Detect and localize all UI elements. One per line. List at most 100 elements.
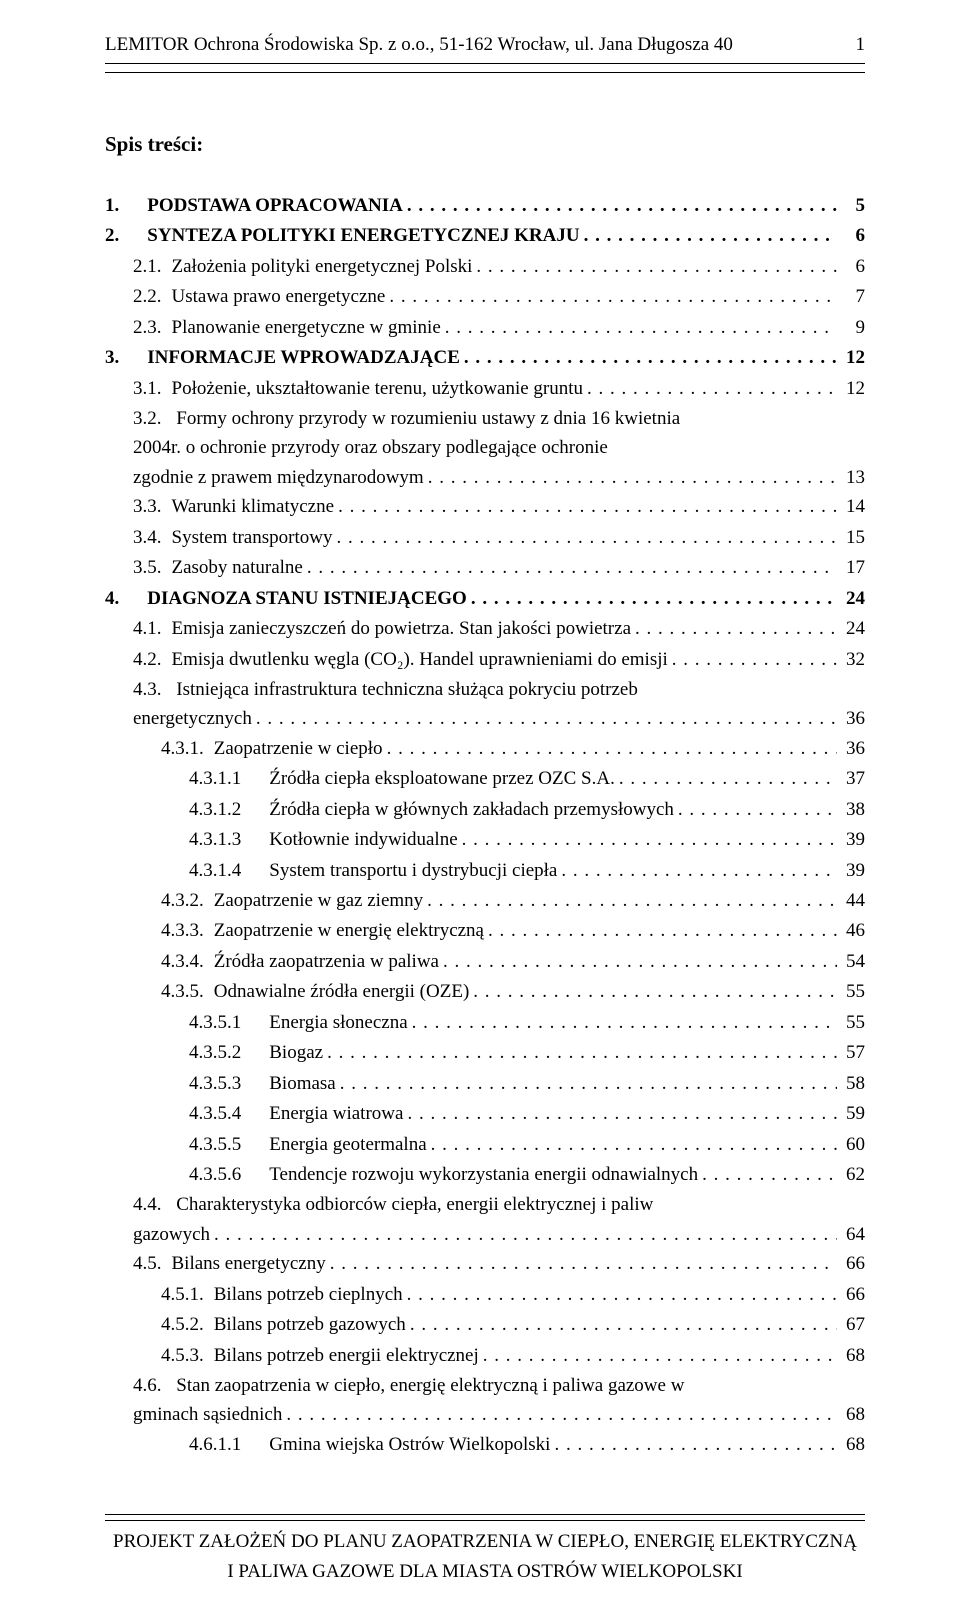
toc-leader: . . . . . . . . . . . . . . . . . . . . … <box>460 343 837 372</box>
toc-leader: . . . . . . . . . . . . . . . . . . . . … <box>403 1099 837 1128</box>
toc-entry: 4.3.5.4Energia wiatrowa. . . . . . . . .… <box>105 1099 865 1128</box>
toc-leader: . . . . . . . . . . . . . . . . . . . . … <box>406 1310 837 1339</box>
toc-leader: . . . . . . . . . . . . . . . . . . . . … <box>557 856 837 885</box>
toc-label: Kotłownie indywidualne <box>241 825 457 854</box>
toc-entry: 4.3.4.Źródła zaopatrzenia w paliwa. . . … <box>105 947 865 976</box>
toc-entry: 4.6. Stan zaopatrzenia w ciepło, energię… <box>105 1371 865 1430</box>
toc-entry: 4.5.1.Bilans potrzeb cieplnych. . . . . … <box>105 1280 865 1309</box>
toc-leader: . . . . . . . . . . . . . . . . . . . . … <box>441 313 837 342</box>
toc-label: Źródła ciepła w głównych zakładach przem… <box>241 795 674 824</box>
toc-leader: . . . . . . . . . . . . . . . . . . . . … <box>282 1400 837 1429</box>
toc-entry: 4.4. Charakterystyka odbiorców ciepła, e… <box>105 1190 865 1249</box>
toc-label: gazowych <box>133 1220 210 1249</box>
header-org: LEMITOR Ochrona Środowiska Sp. z o.o., 5… <box>105 30 733 59</box>
toc-number: 3. <box>105 343 119 372</box>
toc-page: 67 <box>837 1310 865 1339</box>
toc-entry: 4.5.3.Bilans potrzeb energii elektryczne… <box>105 1341 865 1370</box>
header-rule <box>105 72 865 73</box>
footer-rule <box>105 1520 865 1521</box>
toc-page: 9 <box>837 313 865 342</box>
toc-entry: 4.3.1.1Źródła ciepła eksploatowane przez… <box>105 764 865 793</box>
toc-entry-line: 2004r. o ochronie przyrody oraz obszary … <box>133 433 865 462</box>
toc-leader: . . . . . . . . . . . . . . . . . . . . … <box>403 1280 837 1309</box>
toc-number: 4.2. <box>133 645 162 674</box>
toc-page: 37 <box>837 764 865 793</box>
toc-leader: . . . . . . . . . . . . . . . . . . . . … <box>631 614 837 643</box>
toc-number: 4.3.4. <box>161 947 204 976</box>
toc-leader: . . . . . . . . . . . . . . . . . . . . … <box>469 977 837 1006</box>
toc-number: 4.1. <box>133 614 162 643</box>
toc-page: 6 <box>837 221 865 250</box>
toc-leader: . . . . . . . . . . . . . . . . . . . . … <box>303 553 837 582</box>
toc-label: Zaopatrzenie w ciepło <box>204 734 383 763</box>
toc-number: 4.5.1. <box>161 1280 204 1309</box>
toc-page: 24 <box>837 614 865 643</box>
toc-number: 3.2. <box>133 408 162 429</box>
toc-number: 4.3.2. <box>161 886 204 915</box>
toc-label: Zaopatrzenie w energię elektryczną <box>204 916 484 945</box>
toc-page: 17 <box>837 553 865 582</box>
toc-leader: . . . . . . . . . . . . . . . . . . . . … <box>668 645 837 674</box>
toc-leader: . . . . . . . . . . . . . . . . . . . . … <box>550 1430 837 1459</box>
toc-label: Energia słoneczna <box>241 1008 407 1037</box>
toc-leader: . . . . . . . . . . . . . . . . . . . . … <box>385 282 837 311</box>
toc-label: Biogaz <box>241 1038 323 1067</box>
toc-number: 3.5. <box>133 553 162 582</box>
toc-label: Energia wiatrowa <box>241 1099 403 1128</box>
toc-page: 12 <box>837 374 865 403</box>
toc-number: 4.3.3. <box>161 916 204 945</box>
toc-entry: 4.3.1.Zaopatrzenie w ciepło. . . . . . .… <box>105 734 865 763</box>
toc-entry: 4.3.1.3Kotłownie indywidualne. . . . . .… <box>105 825 865 854</box>
toc-leader: . . . . . . . . . . . . . . . . . . . . … <box>583 374 837 403</box>
toc-number: 4.3.1.1 <box>189 764 241 793</box>
toc-number: 4.3.1.3 <box>189 825 241 854</box>
toc-entry: 4.3.1.4System transportu i dystrybucji c… <box>105 856 865 885</box>
toc-number: 4.3.5.2 <box>189 1038 241 1067</box>
toc-page: 68 <box>837 1430 865 1459</box>
toc-label: Gmina wiejska Ostrów Wielkopolski <box>241 1430 550 1459</box>
toc-entry: 3.INFORMACJE WPROWADZAJĄCE. . . . . . . … <box>105 343 865 372</box>
toc-page: 64 <box>837 1220 865 1249</box>
toc-number: 3.3. <box>133 492 162 521</box>
toc-entry-line: 4.3. Istniejąca infrastruktura techniczn… <box>133 675 865 704</box>
toc-label: INFORMACJE WPROWADZAJĄCE <box>119 343 460 372</box>
toc-entry: 4.3.5.3Biomasa. . . . . . . . . . . . . … <box>105 1069 865 1098</box>
toc-label: Bilans potrzeb energii elektrycznej <box>204 1341 479 1370</box>
toc-leader: . . . . . . . . . . . . . . . . . . . . … <box>252 704 837 733</box>
toc-page: 39 <box>837 856 865 885</box>
toc-leader: . . . . . . . . . . . . . . . . . . . . … <box>403 191 837 220</box>
toc-entry: 2.2.Ustawa prawo energetyczne. . . . . .… <box>105 282 865 311</box>
toc-label: Położenie, ukształtowanie terenu, użytko… <box>162 374 584 403</box>
toc-number: 4.3.5.3 <box>189 1069 241 1098</box>
toc-label: Formy ochrony przyrody w rozumieniu usta… <box>162 408 681 429</box>
toc-page: 66 <box>837 1280 865 1309</box>
toc-label: gminach sąsiednich <box>133 1400 282 1429</box>
toc-title: Spis treści: <box>105 128 865 161</box>
toc-entry: 2.SYNTEZA POLITYKI ENERGETYCZNEJ KRAJU. … <box>105 221 865 250</box>
toc-page: 36 <box>837 734 865 763</box>
toc-leader: . . . . . . . . . . . . . . . . . . . . … <box>334 492 837 521</box>
toc-label: Biomasa <box>241 1069 336 1098</box>
toc-number: 4.3.5.6 <box>189 1160 241 1189</box>
toc-page: 5 <box>837 191 865 220</box>
toc-number: 4.3.1.4 <box>189 856 241 885</box>
toc-page: 36 <box>837 704 865 733</box>
page-header: LEMITOR Ochrona Środowiska Sp. z o.o., 5… <box>105 30 865 64</box>
toc-entry: 2.3.Planowanie energetyczne w gminie. . … <box>105 313 865 342</box>
toc-page: 7 <box>837 282 865 311</box>
toc-label: Energia geotermalna <box>241 1130 426 1159</box>
toc-label: Bilans energetyczny <box>162 1249 326 1278</box>
toc-number: 4.5. <box>133 1249 162 1278</box>
toc-entry-line: 3.2. Formy ochrony przyrody w rozumieniu… <box>133 404 865 433</box>
toc-number: 4.3.5.1 <box>189 1008 241 1037</box>
toc-label: Bilans potrzeb cieplnych <box>204 1280 403 1309</box>
toc-entry: 4.3.5.6Tendencje rozwoju wykorzystania e… <box>105 1160 865 1189</box>
toc-page: 68 <box>837 1341 865 1370</box>
toc-label: Źródła zaopatrzenia w paliwa <box>204 947 439 976</box>
toc-page: 60 <box>837 1130 865 1159</box>
toc-number: 4.5.2. <box>161 1310 204 1339</box>
toc-page: 24 <box>837 584 865 613</box>
toc-entry-line: zgodnie z prawem międzynarodowym. . . . … <box>133 463 865 492</box>
toc-label: Emisja zanieczyszczeń do powietrza. Stan… <box>162 614 632 643</box>
toc-page: 38 <box>837 795 865 824</box>
